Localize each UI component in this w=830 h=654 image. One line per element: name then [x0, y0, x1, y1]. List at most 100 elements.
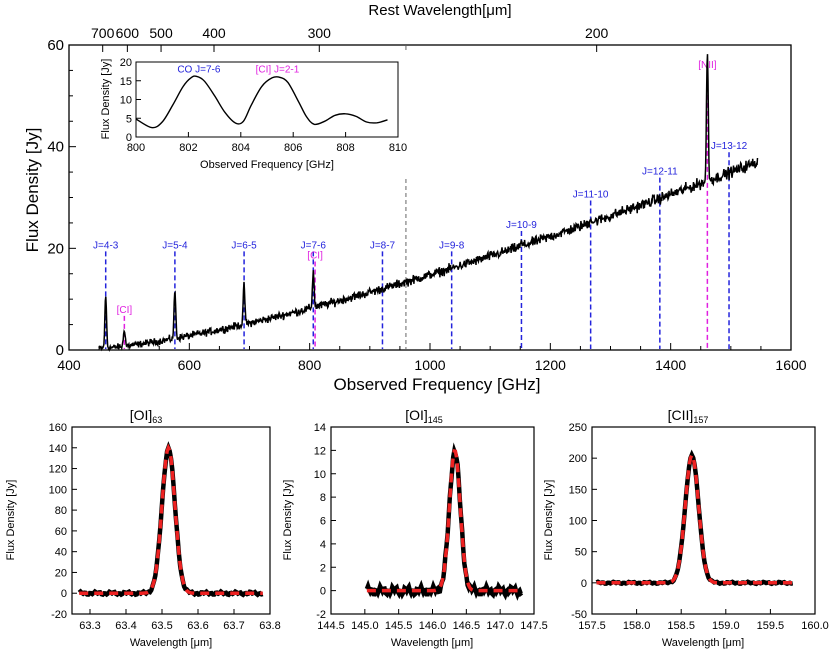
main-y-tick-label: 20: [47, 240, 64, 257]
p4-x-tick-label: 158.5: [667, 620, 695, 632]
line-marker-label: [CI]: [117, 305, 133, 316]
main-y-tick-label: 60: [47, 37, 64, 54]
panel-cii157-title: [CII]157: [668, 407, 709, 425]
panel-oi63-y-label: Flux Density [Jy]: [5, 480, 17, 561]
top-axis-tick-label: 400: [202, 25, 226, 41]
panel-oi63: [OI]63 63.3 63.4 63.5 63.6 63.7 63.8 -20 0 20 40 6…: [5, 407, 281, 649]
p4-y-tick-label: 100: [569, 516, 587, 528]
main-spectrum-line: [98, 54, 759, 352]
line-marker-label: J=10-9: [506, 220, 537, 231]
p3-x-tick-label: 147.5: [520, 620, 548, 632]
p4-y-tick-label: 0: [581, 578, 587, 590]
p2-y-tick-label: 20: [55, 567, 67, 579]
top-axis-tick-label: 300: [308, 25, 332, 41]
panel-cii157-data-line: [595, 449, 794, 587]
p3-x-tick-label: 145.0: [351, 620, 379, 632]
inset-x-tick-label: 802: [179, 142, 197, 154]
p2-y-tick-label: -20: [51, 609, 67, 621]
p3-y-tick-label: 12: [314, 445, 326, 457]
p4-x-tick-label: 159.5: [757, 620, 785, 632]
p3-y-tick-label: 10: [314, 469, 326, 481]
p3-y-tick-label: 4: [320, 539, 326, 551]
p4-x-tick-label: 160.0: [801, 620, 829, 632]
panel-oi145-frame: [330, 426, 535, 615]
top-axis-tick-label: 200: [585, 25, 609, 41]
p3-y-tick-label: 8: [320, 492, 326, 504]
p4-x-tick-label: 157.5: [578, 620, 606, 632]
line-marker-label: J=8-7: [370, 240, 396, 251]
inset-x-tick-label: 808: [336, 142, 354, 154]
inset-annotation-co: CO J=7-6: [177, 65, 221, 76]
line-marker-label: J=12-11: [642, 167, 678, 178]
panel-oi63-title: [OI]63: [130, 407, 163, 425]
panel-cii157-x-label: Wavelength [μm]: [662, 637, 744, 649]
main-x-tick-label: 1400: [655, 357, 686, 373]
panel-oi145: [OI]145 144.5 145.0 145.5 146.0 146.5 147.0 14…: [282, 407, 548, 649]
inset-x-tick-label: 804: [232, 142, 250, 154]
line-marker-label: J=9-8: [439, 240, 465, 251]
p4-y-tick-label: 50: [575, 547, 587, 559]
panel-oi63-frame: [71, 426, 271, 615]
line-marker-label: [CI]: [307, 251, 323, 262]
line-marker-label: J=7-6: [301, 240, 327, 251]
panel-oi63-fit-line: [79, 443, 263, 595]
p2-y-tick-label: 120: [49, 464, 67, 476]
p2-y-tick-label: 60: [55, 526, 67, 538]
top-axis-tick-label: 600: [116, 25, 140, 41]
inset-y-tick-label: 0: [126, 132, 132, 144]
p3-y-tick-label: 2: [320, 562, 326, 574]
p2-y-tick-label: 160: [49, 422, 67, 434]
p3-x-tick-label: 146.0: [419, 620, 447, 632]
p2-y-tick-label: 0: [61, 588, 67, 600]
p4-y-tick-label: -50: [571, 609, 587, 621]
p3-x-tick-label: 146.5: [453, 620, 481, 632]
inset-y-tick-label: 20: [120, 57, 132, 69]
inset-y-tick-label: 15: [120, 76, 132, 88]
inset-y-tick-label: 5: [126, 113, 132, 125]
top-axis-tick-label: 700: [91, 25, 115, 41]
inset-x-tick-label: 810: [389, 142, 407, 154]
inset-x-label: Observed Frequency [GHz]: [200, 159, 334, 171]
panel-oi63-x-label: Wavelength [μm]: [130, 637, 212, 649]
panel-oi145-y-label: Flux Density [Jy]: [282, 480, 294, 561]
p4-y-tick-label: 250: [569, 422, 587, 434]
line-marker-label: J=4-3: [93, 240, 119, 251]
main-x-label: Observed Frequency [GHz]: [334, 375, 541, 394]
top-axis-tick-label: 500: [149, 25, 173, 41]
inset-plot-frame: [135, 61, 399, 138]
line-marker-label: J=13-12: [711, 141, 748, 152]
p2-y-tick-label: 140: [49, 443, 67, 455]
panel-oi145-x-label: Wavelength [μm]: [391, 637, 473, 649]
panel-cii157-ticks: 157.5 158.0 158.5 159.0 159.5 160.0 -50 0 50 100 1…: [569, 422, 829, 632]
line-marker-label: J=6-5: [231, 240, 257, 251]
inset-annotation-ci: [CI] J=2-1: [256, 65, 300, 76]
panel-oi145-fit-line: [366, 448, 522, 593]
panel-oi145-ticks: 144.5 145.0 145.5 146.0 146.5 147.0 147.5 -2 0 2 4…: [314, 422, 548, 632]
panel-cii157-y-label: Flux Density [Jy]: [543, 480, 555, 561]
inset-y-tick-label: 10: [120, 95, 132, 107]
panel-cii157: [CII]157 157.5 158.0 158.5 159.0 159.5 160.0 -…: [543, 407, 829, 649]
panel-oi145-data-line: [364, 442, 524, 601]
main-plot-frame: [68, 44, 792, 351]
p2-x-tick-label: 63.6: [187, 620, 208, 632]
p2-y-tick-label: 100: [49, 484, 67, 496]
p3-y-tick-label: 0: [320, 586, 326, 598]
p3-y-tick-label: 6: [320, 516, 326, 528]
p4-y-tick-label: 150: [569, 484, 587, 496]
panel-cii157-fit-line: [596, 451, 793, 585]
inset-spectrum-line: [135, 75, 388, 129]
p3-y-tick-label: -2: [316, 609, 326, 621]
panel-oi145-title: [OI]145: [405, 407, 443, 425]
line-marker-label: J=5-4: [162, 240, 188, 251]
main-x-tick-label: 800: [298, 357, 322, 373]
p2-x-tick-label: 63.4: [115, 620, 136, 632]
main-x-tick-label: 400: [57, 357, 81, 373]
p2-x-tick-label: 63.5: [151, 620, 172, 632]
p3-x-tick-label: 147.0: [486, 620, 514, 632]
p4-y-tick-label: 200: [569, 453, 587, 465]
main-x-tick-label: 1200: [535, 357, 566, 373]
inset-x-tick-label: 800: [127, 142, 145, 154]
main-y-tick-label: 40: [47, 139, 64, 156]
